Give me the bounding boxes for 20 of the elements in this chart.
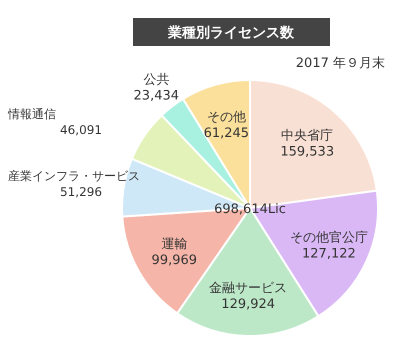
data-label: 46,091 xyxy=(60,123,102,138)
slice-label: その他官公庁 xyxy=(290,230,368,246)
slice-label: 中央省庁 xyxy=(281,127,334,144)
data-label: 99,969 xyxy=(152,252,198,268)
slice-label: 金融サービス xyxy=(209,281,288,296)
slice-label: 公共 xyxy=(143,72,170,88)
data-label: 159,533 xyxy=(280,144,334,160)
data-label: 23,434 xyxy=(134,88,180,104)
slice-label: その他 xyxy=(206,110,246,126)
slice-label: 運輸 xyxy=(161,236,188,252)
chart-title: 業種別ライセンス数 xyxy=(167,25,295,41)
data-label: 129,924 xyxy=(221,297,276,312)
data-label: 127,122 xyxy=(302,246,356,262)
slice-label: 産業インフラ・サービス xyxy=(8,168,140,183)
title: 業種別ライセンス数 xyxy=(133,18,330,46)
data-label: 51,296 xyxy=(60,184,102,199)
slice-label: 情報通信 xyxy=(7,107,56,122)
data-label: 61,245 xyxy=(204,126,250,142)
chart-subtitle: 2017 年９月末 xyxy=(296,56,385,71)
text: 698,614Lic xyxy=(214,202,286,217)
